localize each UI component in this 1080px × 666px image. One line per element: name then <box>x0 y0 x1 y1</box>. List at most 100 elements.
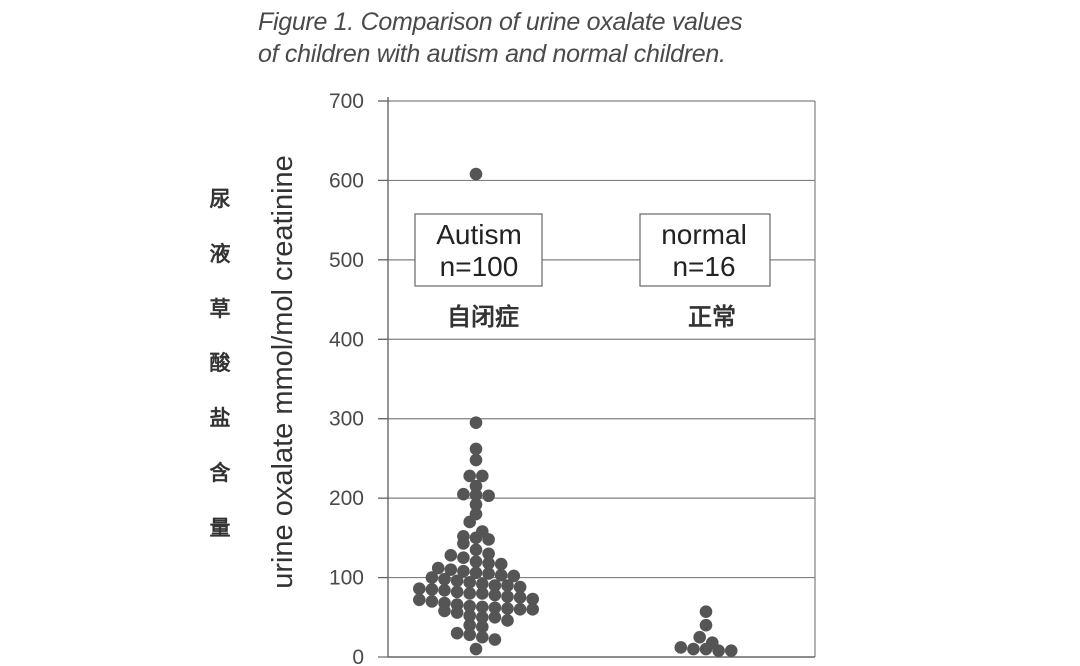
data-point <box>501 579 514 592</box>
data-point <box>413 582 426 595</box>
data-point <box>476 630 489 644</box>
y-axis-label-zh-char: 草 <box>209 296 231 321</box>
y-axis-label-zh-char: 含 <box>209 460 231 485</box>
data-point <box>507 569 521 583</box>
legend-box-normal <box>639 213 771 287</box>
data-point <box>476 469 489 483</box>
data-point <box>457 564 470 578</box>
legend-normal-name: normal <box>661 219 747 250</box>
data-point <box>724 644 738 657</box>
data-point <box>450 606 464 619</box>
data-point <box>513 591 527 604</box>
data-point <box>463 609 477 622</box>
data-point <box>469 442 483 456</box>
data-point <box>469 453 483 467</box>
y-tick-label: 200 <box>329 487 364 510</box>
data-point <box>431 561 445 575</box>
data-point <box>463 515 477 529</box>
data-point <box>488 579 502 592</box>
gridlines <box>378 100 815 579</box>
data-point <box>476 577 489 591</box>
y-axis-label-zh-char: 酸 <box>209 351 231 376</box>
data-point <box>687 642 700 656</box>
data-point <box>438 572 451 586</box>
group-label-autism-zh: 自闭症 <box>447 303 519 331</box>
data-point <box>463 628 477 642</box>
data-point <box>457 487 470 501</box>
y-axis-label-zh: 尿 液 草 酸 盐 含 量 <box>200 172 240 556</box>
data-point <box>438 604 451 618</box>
data-point <box>463 469 477 483</box>
y-axis-label-zh-char: 盐 <box>209 406 231 431</box>
data-point <box>425 583 439 596</box>
y-tick-label: 300 <box>329 408 364 431</box>
y-tick-label: 600 <box>329 169 364 192</box>
data-point <box>469 543 483 557</box>
y-tick-label: 100 <box>329 567 364 590</box>
data-point <box>488 601 502 615</box>
legend-box-autism <box>414 213 543 287</box>
data-point <box>526 603 539 616</box>
group-label-normal-zh: 正常 <box>688 303 736 331</box>
data-point <box>457 551 470 565</box>
y-axis-label-zh-char: 液 <box>209 241 231 266</box>
data-point <box>488 588 502 602</box>
data-point <box>469 531 483 545</box>
data-point <box>699 605 713 619</box>
data-point <box>463 599 477 613</box>
data-point <box>494 568 508 582</box>
data-point <box>501 590 514 603</box>
data-point <box>488 633 502 646</box>
data-point <box>425 571 439 584</box>
data-point <box>476 587 489 600</box>
data-point <box>469 488 483 502</box>
legend-autism-count: n=100 <box>440 251 519 282</box>
y-tick-label: 700 <box>329 90 364 113</box>
data-point <box>476 620 489 634</box>
data-point <box>438 583 451 597</box>
data-point <box>482 567 495 580</box>
data-point <box>476 610 489 624</box>
data-point <box>494 557 508 571</box>
data-point <box>693 630 706 644</box>
y-tick-label: 400 <box>329 328 364 351</box>
data-point <box>526 592 539 606</box>
data-point <box>463 587 477 600</box>
data-point <box>469 642 483 656</box>
data-point <box>450 626 464 640</box>
data-point <box>457 537 470 550</box>
axes <box>387 97 816 658</box>
data-point <box>674 641 688 654</box>
chart-title-line1: Figure 1. Comparison of urine oxalate va… <box>258 8 743 36</box>
group-labels: Autism n=100 自闭症 normal n=16 正常 <box>414 213 771 331</box>
data-point <box>712 644 725 657</box>
chart-title-line2: of children with autism and normal child… <box>258 40 726 68</box>
y-axis-ticks: 0 100 200 300 400 500 600 700 <box>329 90 388 666</box>
data-point <box>469 498 483 511</box>
data-point <box>501 614 514 627</box>
data-point <box>469 479 483 493</box>
data-point <box>476 600 489 614</box>
data-point <box>488 610 502 624</box>
data-point <box>450 574 464 588</box>
data-point <box>444 563 458 576</box>
data-point <box>513 603 527 616</box>
y-tick-label: 500 <box>329 249 364 272</box>
y-axis-label-zh-char: 尿 <box>209 187 231 211</box>
data-points <box>413 167 738 657</box>
data-point <box>699 618 713 632</box>
data-point <box>425 595 439 608</box>
data-point <box>513 580 527 594</box>
chart-title: Figure 1. Comparison of urine oxalate va… <box>258 6 743 70</box>
data-point <box>469 555 483 568</box>
data-point <box>463 618 477 632</box>
y-tick-label: 0 <box>352 646 364 666</box>
data-point <box>482 556 495 570</box>
data-point <box>413 593 426 607</box>
data-point <box>482 489 495 503</box>
data-point <box>501 602 514 615</box>
y-axis-label-zh-char: 量 <box>209 515 231 540</box>
data-point <box>482 533 495 546</box>
data-point <box>469 167 483 181</box>
legend-autism-name: Autism <box>436 219 522 250</box>
